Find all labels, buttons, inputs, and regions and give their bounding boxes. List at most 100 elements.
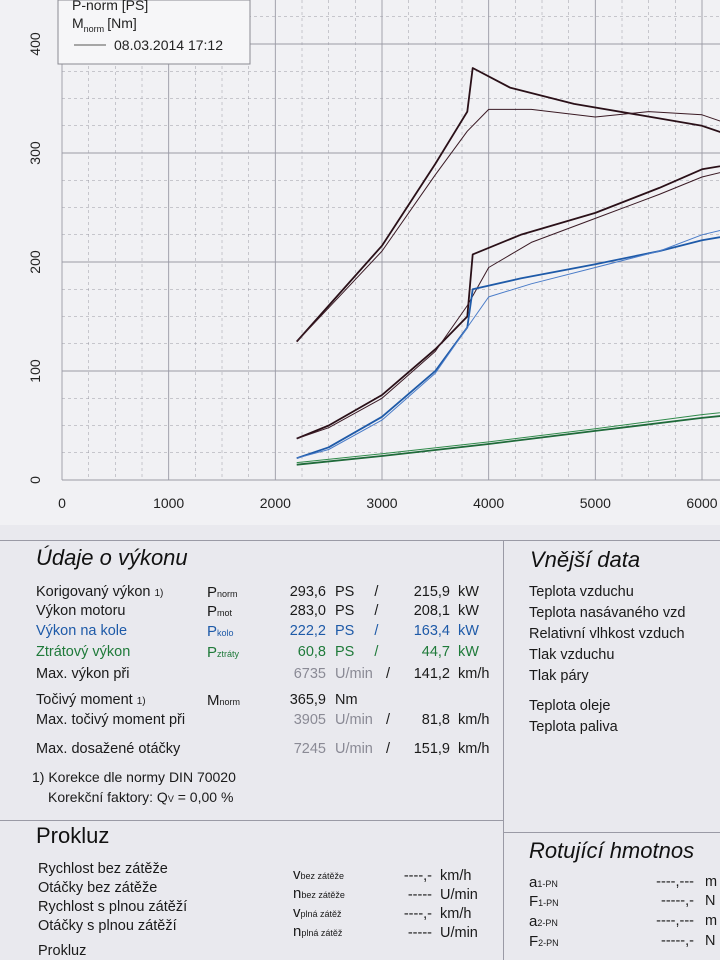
slip-value-2: ----,- bbox=[403, 906, 432, 922]
rot-value-2: ----,--- bbox=[656, 913, 694, 929]
rotating-title: Rotující hmotnos bbox=[529, 838, 695, 863]
perf-v2-0: 215,9 bbox=[413, 584, 450, 600]
series-line-0 bbox=[296, 67, 720, 343]
slip-unit-0: km/h bbox=[440, 868, 472, 884]
rot-unit-2: m bbox=[705, 913, 718, 929]
x-tick-label: 5000 bbox=[580, 495, 611, 511]
perf-u1-3: PS / bbox=[335, 644, 379, 660]
torque-unit: Nm bbox=[335, 692, 358, 708]
series-line-5 bbox=[296, 229, 720, 459]
slip-sym-0: vbez zátěže bbox=[293, 866, 345, 883]
maxrpm-rpm: 7245 bbox=[293, 741, 326, 757]
slip-unit-1: U/min bbox=[440, 887, 478, 903]
rot-sym-1: F1-PN bbox=[529, 893, 559, 910]
maxpower-label: Max. výkon při bbox=[36, 666, 130, 682]
slip-label-2: Rychlost s plnou zátěží bbox=[38, 899, 188, 915]
rot-sym-3: F2-PN bbox=[529, 933, 559, 950]
chart-legend-box bbox=[57, 0, 251, 65]
torque-label: Točivý moment 1) bbox=[36, 692, 146, 708]
rot-unit-1: N bbox=[705, 893, 716, 909]
rot-value-1: -----,- bbox=[660, 893, 694, 909]
maxtorque-rpm-unit: U/min bbox=[335, 712, 373, 728]
perf-u1-0: PS / bbox=[335, 584, 379, 600]
maxrpm-speed: 151,9 bbox=[413, 741, 450, 757]
external-item-0: Teplota vzduchu bbox=[529, 584, 634, 600]
maxpower-speed: 141,2 bbox=[413, 666, 450, 682]
chart-tick-labels: 0 1000 2000 3000 4000 5000 6000 0 100 200 300 400 bbox=[27, 32, 718, 511]
perf-sym-2: Pkolo bbox=[207, 623, 234, 640]
slip-value-3: ----- bbox=[407, 925, 432, 941]
series-line-4 bbox=[296, 236, 720, 460]
series-line-3 bbox=[296, 172, 720, 440]
slip-value-1: ----- bbox=[407, 887, 432, 903]
perf-u2-2: kW bbox=[458, 623, 479, 639]
perf-sym-1: Pmot bbox=[207, 603, 233, 620]
slip-value-0: ----,- bbox=[403, 868, 432, 884]
maxpower-rpm: 6735 bbox=[293, 666, 326, 682]
maxpower-rpm-unit: U/min bbox=[335, 666, 373, 682]
rot-unit-3: N bbox=[705, 933, 716, 949]
legend-date: 08.03.2014 17:12 bbox=[114, 37, 223, 53]
y-tick-label: 0 bbox=[27, 476, 43, 484]
x-tick-label: 2000 bbox=[260, 495, 291, 511]
maxtorque-speed: 81,8 bbox=[421, 712, 450, 728]
series-line-6 bbox=[296, 415, 720, 466]
slip-label-3: Otáčky s plnou zátěží bbox=[38, 918, 177, 934]
perf-u2-0: kW bbox=[458, 584, 479, 600]
external-item-4: Tlak páry bbox=[529, 668, 589, 684]
rot-sym-2: a2-PN bbox=[529, 913, 558, 930]
external-item-3: Tlak vzduchu bbox=[529, 647, 615, 663]
external-item-5: Teplota oleje bbox=[529, 698, 611, 714]
perf-v2-3: 44,7 bbox=[421, 644, 450, 660]
y-tick-label: 300 bbox=[27, 141, 43, 165]
slip-label-0: Rychlost bez zátěže bbox=[38, 861, 168, 877]
slip-unit-2: km/h bbox=[440, 906, 472, 922]
external-title: Vnější data bbox=[530, 547, 641, 572]
rot-sym-0: a1-PN bbox=[529, 874, 558, 891]
rot-value-3: -----,- bbox=[660, 933, 694, 949]
y-tick-label: 100 bbox=[27, 359, 43, 383]
slip-label-last: Prokluz bbox=[38, 943, 87, 959]
perf-sym-0: Pnorm bbox=[207, 584, 238, 601]
perf-v2-2: 163,4 bbox=[413, 623, 450, 639]
slip-sym-3: nplná zátěž bbox=[293, 923, 343, 940]
series-line-1 bbox=[296, 108, 720, 342]
external-item-6: Teplota paliva bbox=[529, 719, 618, 735]
torque-sym: Mnorm bbox=[207, 692, 241, 709]
legend-line2: Mnorm [Nm] bbox=[72, 15, 137, 34]
x-tick-label: 4000 bbox=[473, 495, 504, 511]
slip-unit-3: U/min bbox=[440, 925, 478, 941]
series-line-2 bbox=[296, 165, 720, 440]
rot-value-0: ----,--- bbox=[656, 874, 694, 890]
perf-row-label-1: Výkon motoru bbox=[36, 603, 126, 619]
perf-u1-2: PS / bbox=[335, 623, 379, 639]
perf-v2-1: 208,1 bbox=[413, 603, 450, 619]
footnote-factor: Korekční faktory: QV = 0,00 % bbox=[48, 789, 234, 805]
series-line-7 bbox=[296, 412, 720, 464]
slip-sym-2: vplná zátěž bbox=[293, 904, 342, 921]
column-divider bbox=[503, 540, 504, 960]
perf-v1-0: 293,6 bbox=[289, 584, 326, 600]
rot-unit-0: m bbox=[705, 874, 718, 890]
perf-v1-3: 60,8 bbox=[297, 644, 326, 660]
y-tick-label: 200 bbox=[27, 250, 43, 274]
footnote-din: 1) Korekce dle normy DIN 70020 bbox=[32, 769, 236, 785]
perf-v1-2: 222,2 bbox=[289, 623, 326, 639]
performance-title: Údaje o výkonu bbox=[36, 545, 188, 570]
maxrpm-label: Max. dosažené otáčky bbox=[36, 741, 181, 757]
slip-sym-1: nbez zátěže bbox=[293, 885, 345, 902]
chart-grid bbox=[61, 0, 720, 481]
perf-u2-1: kW bbox=[458, 603, 479, 619]
x-tick-label: 1000 bbox=[153, 495, 184, 511]
slip-title: Prokluz bbox=[36, 823, 110, 848]
external-item-2: Relativní vlhkost vzduch bbox=[529, 626, 685, 642]
x-tick-label: 6000 bbox=[686, 495, 717, 511]
x-tick-label: 0 bbox=[58, 495, 66, 511]
maxtorque-rpm: 3905 bbox=[293, 712, 326, 728]
perf-v1-1: 283,0 bbox=[289, 603, 326, 619]
maxtorque-speed-unit: km/h bbox=[458, 712, 490, 728]
x-tick-label: 3000 bbox=[366, 495, 397, 511]
maxtorque-label: Max. točivý moment při bbox=[36, 712, 186, 728]
perf-u2-3: kW bbox=[458, 644, 479, 660]
maxpower-speed-unit: km/h bbox=[458, 666, 490, 682]
